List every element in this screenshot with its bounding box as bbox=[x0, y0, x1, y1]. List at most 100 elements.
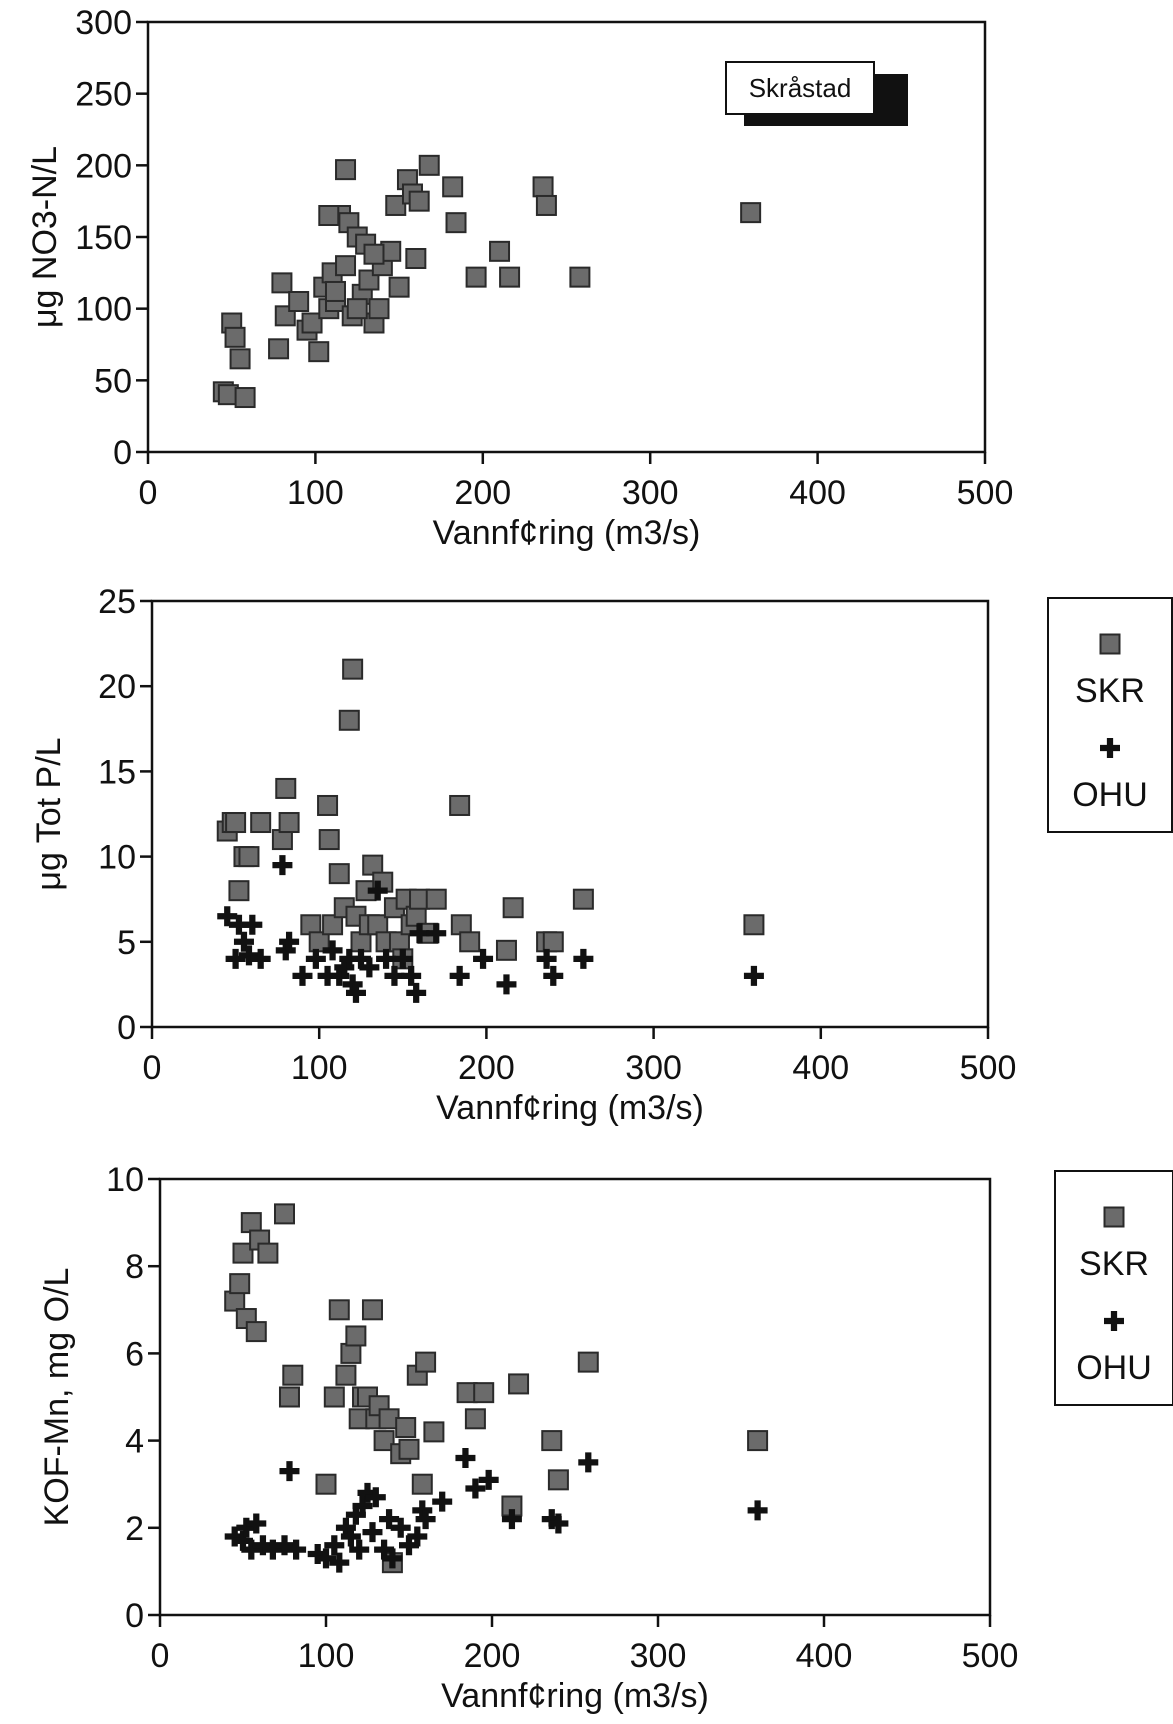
data-point-plus bbox=[242, 914, 263, 935]
chart-panel-1: 0 100 200 300 400 500050100150200250300Vannf¢… bbox=[26, 4, 1013, 552]
data-point-square bbox=[541, 1430, 563, 1452]
data-point-plus bbox=[345, 982, 366, 1003]
data-point-square bbox=[465, 266, 487, 288]
x-tick-label: 200 bbox=[458, 1049, 515, 1087]
data-point-square bbox=[229, 1273, 251, 1295]
data-point-square bbox=[473, 1382, 495, 1404]
inset-label-box bbox=[725, 61, 875, 115]
data-point-square bbox=[234, 387, 256, 409]
data-point-square bbox=[464, 1408, 486, 1430]
x-tick-label: 0 bbox=[143, 1049, 162, 1087]
data-point-plus bbox=[329, 965, 350, 986]
data-point-plus bbox=[407, 1526, 428, 1547]
data-point-square bbox=[275, 777, 297, 799]
chart-panel-3: 0 100 200 300 400 500 0 2 4 6 8 10 Vannf¢ring (m3/s)… bbox=[38, 1161, 1173, 1715]
legend-marker-plus bbox=[1100, 738, 1120, 758]
data-point-plus bbox=[432, 1491, 453, 1512]
series-skr bbox=[224, 1203, 769, 1574]
series-ohu bbox=[217, 855, 764, 1003]
data-point-plus bbox=[339, 948, 360, 969]
data-point-square bbox=[445, 212, 467, 234]
data-point-square bbox=[363, 243, 385, 265]
data-point-plus bbox=[496, 974, 517, 995]
data-point-square bbox=[449, 794, 471, 816]
data-point-square bbox=[577, 1351, 599, 1373]
data-point-plus bbox=[541, 1509, 562, 1530]
y-tick-label: 20 bbox=[98, 668, 136, 706]
data-point-plus bbox=[455, 1448, 476, 1469]
y-tick-label: 300 bbox=[75, 4, 132, 42]
x-tick-label: 500 bbox=[957, 474, 1014, 512]
legend-label-ohu: OHU bbox=[1072, 776, 1148, 814]
y-tick-label: 10 bbox=[98, 839, 136, 877]
x-tick-label: 300 bbox=[630, 1637, 687, 1675]
legend-marker-plus bbox=[1104, 1311, 1124, 1331]
data-point-square bbox=[323, 1386, 345, 1408]
data-point-plus bbox=[578, 1452, 599, 1473]
data-point-square bbox=[415, 1351, 437, 1373]
data-point-plus bbox=[342, 974, 363, 995]
plot-frame bbox=[150, 599, 990, 1029]
data-point-plus bbox=[274, 1535, 295, 1556]
x-axis-title: Vannf¢ring (m3/s) bbox=[433, 514, 701, 552]
data-point-square bbox=[288, 291, 310, 312]
data-point-square bbox=[278, 1386, 300, 1408]
data-point-square bbox=[224, 1290, 246, 1312]
data-point-square bbox=[499, 266, 521, 288]
y-tick-label: 200 bbox=[75, 147, 132, 185]
x-tick-label: 200 bbox=[464, 1637, 521, 1675]
data-point-plus bbox=[228, 914, 249, 935]
data-point-plus bbox=[225, 948, 246, 969]
data-point-square bbox=[740, 202, 762, 224]
data-point-plus bbox=[399, 1535, 419, 1556]
y-tick-label: 25 bbox=[98, 583, 136, 621]
data-point-square bbox=[335, 1364, 357, 1386]
x-tick-label: 400 bbox=[792, 1049, 849, 1087]
data-point-square bbox=[240, 1212, 262, 1234]
data-point-plus bbox=[548, 1513, 569, 1534]
data-point-square bbox=[308, 341, 330, 363]
data-point-square bbox=[315, 1473, 337, 1495]
data-point-plus bbox=[543, 965, 564, 986]
data-point-square bbox=[335, 159, 357, 181]
data-point-square bbox=[250, 812, 272, 834]
data-point-plus bbox=[365, 1487, 386, 1508]
data-point-plus bbox=[449, 965, 470, 986]
data-point-plus bbox=[246, 1513, 267, 1534]
data-point-plus bbox=[250, 948, 271, 969]
y-tick-label: 10 bbox=[106, 1161, 144, 1199]
data-point-plus bbox=[390, 1517, 411, 1538]
legend-marker-square bbox=[1099, 633, 1121, 655]
data-point-square bbox=[318, 829, 340, 851]
y-tick-label: 50 bbox=[94, 362, 132, 400]
data-point-plus bbox=[374, 1539, 395, 1560]
data-point-square bbox=[423, 1421, 445, 1443]
data-point-plus bbox=[362, 1522, 383, 1543]
data-point-square bbox=[747, 1430, 769, 1452]
data-point-plus bbox=[352, 1496, 373, 1516]
data-point-plus bbox=[236, 1517, 257, 1538]
data-point-plus bbox=[412, 1500, 433, 1521]
x-axis-title: Vannf¢ring (m3/s) bbox=[441, 1677, 709, 1715]
data-point-square bbox=[301, 312, 323, 334]
legend-label-skr: SKR bbox=[1079, 1245, 1149, 1283]
data-point-square bbox=[322, 914, 344, 936]
y-tick-label: 4 bbox=[125, 1423, 144, 1461]
y-tick-label: 0 bbox=[113, 434, 132, 472]
data-point-plus bbox=[349, 1539, 370, 1560]
data-point-square bbox=[411, 1473, 433, 1495]
data-point-plus bbox=[305, 948, 326, 969]
data-point-square bbox=[229, 348, 251, 370]
data-point-square bbox=[328, 1299, 350, 1321]
data-point-square bbox=[408, 190, 430, 212]
data-point-plus bbox=[359, 957, 380, 978]
data-point-square bbox=[368, 298, 390, 320]
data-point-plus bbox=[351, 948, 371, 969]
data-point-square bbox=[335, 255, 357, 277]
data-point-square bbox=[535, 194, 557, 216]
data-point-plus bbox=[465, 1478, 486, 1499]
y-axis-title: KOF-Mn, mg O/L bbox=[38, 1268, 76, 1527]
y-tick-label: 8 bbox=[125, 1248, 144, 1286]
data-point-square bbox=[342, 658, 364, 680]
data-point-plus bbox=[335, 1517, 356, 1538]
